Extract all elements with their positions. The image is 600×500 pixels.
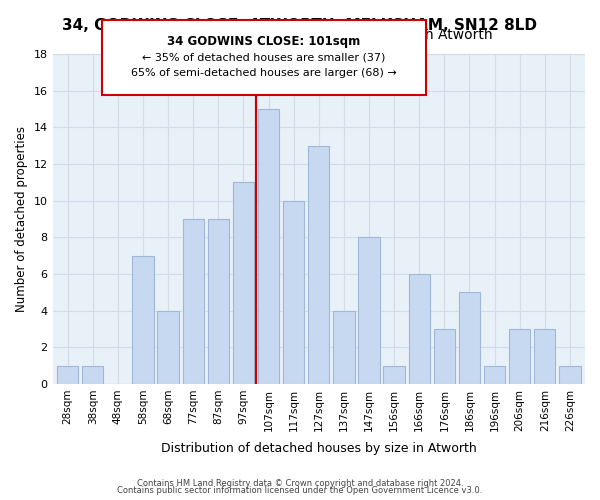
Bar	[534, 329, 556, 384]
Bar	[459, 292, 480, 384]
Bar	[208, 219, 229, 384]
Text: 34, GODWINS CLOSE, ATWORTH, MELKSHAM, SN12 8LD: 34, GODWINS CLOSE, ATWORTH, MELKSHAM, SN…	[62, 18, 538, 32]
Text: Size of property relative to detached houses in Atworth: Size of property relative to detached ho…	[107, 28, 493, 42]
Bar	[484, 366, 505, 384]
Bar	[509, 329, 530, 384]
Bar	[559, 366, 581, 384]
Bar	[358, 238, 380, 384]
Text: Contains public sector information licensed under the Open Government Licence v3: Contains public sector information licen…	[118, 486, 482, 495]
Text: 65% of semi-detached houses are larger (68) →: 65% of semi-detached houses are larger (…	[131, 68, 397, 78]
Bar	[233, 182, 254, 384]
Bar	[383, 366, 405, 384]
Bar	[182, 219, 204, 384]
Bar	[258, 109, 279, 384]
X-axis label: Distribution of detached houses by size in Atworth: Distribution of detached houses by size …	[161, 442, 476, 455]
Bar	[409, 274, 430, 384]
Bar	[434, 329, 455, 384]
Text: ← 35% of detached houses are smaller (37): ← 35% of detached houses are smaller (37…	[142, 52, 386, 62]
Bar	[82, 366, 103, 384]
Bar	[157, 310, 179, 384]
Text: Contains HM Land Registry data © Crown copyright and database right 2024.: Contains HM Land Registry data © Crown c…	[137, 478, 463, 488]
Bar	[308, 146, 329, 384]
Y-axis label: Number of detached properties: Number of detached properties	[15, 126, 28, 312]
Bar	[132, 256, 154, 384]
Bar	[283, 200, 304, 384]
Bar	[57, 366, 78, 384]
Text: 34 GODWINS CLOSE: 101sqm: 34 GODWINS CLOSE: 101sqm	[167, 35, 361, 48]
Bar	[333, 310, 355, 384]
